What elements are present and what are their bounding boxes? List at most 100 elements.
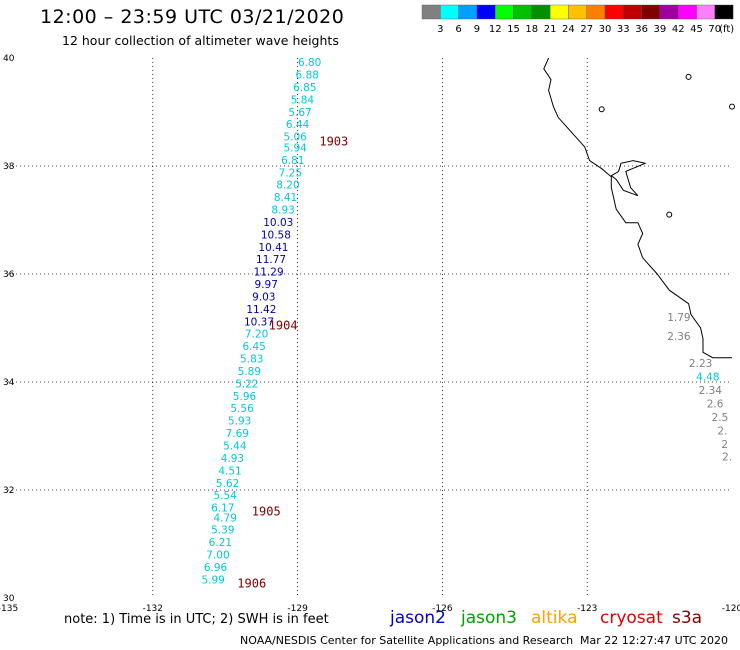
lat-tick-label: 34: [3, 378, 15, 388]
swh-value: 5.67: [288, 107, 311, 119]
swh-value: 9.97: [255, 279, 278, 291]
legend-swatch: [513, 4, 532, 20]
legend-label: 21: [544, 24, 557, 35]
swh-value: 6.85: [293, 82, 316, 94]
swh-value: 6.81: [281, 155, 304, 167]
time-label: 1906: [237, 576, 266, 590]
legend-label: 15: [507, 24, 520, 35]
swh-value: 5.62: [216, 478, 239, 490]
swh-value: 5.22: [235, 378, 258, 390]
legend-swatch: [678, 4, 697, 20]
legend-label: 30: [599, 24, 612, 35]
legend-label: 18: [525, 24, 538, 35]
swh-value: 7.69: [226, 428, 249, 440]
legend-label: 24: [562, 24, 575, 35]
legend-label: 70: [708, 24, 721, 35]
legend-label: 42: [672, 24, 685, 35]
lon-tick-label: -135: [0, 604, 18, 614]
swh-value: 5.83: [240, 354, 263, 366]
swh-value: 10.41: [258, 242, 288, 254]
legend-swatch: [549, 4, 569, 20]
legend-swatch: [421, 4, 441, 20]
satellite-label: jason2: [390, 608, 446, 628]
swh-value: 5.96: [233, 391, 257, 403]
legend-label: 39: [654, 24, 667, 35]
coastal-swh-value: 4.48: [696, 372, 719, 384]
swh-value: 5.06: [283, 132, 307, 144]
legend-unit: (ft): [719, 24, 734, 35]
lon-tick-label: -132: [143, 604, 163, 614]
swh-value: 6.17: [211, 503, 234, 515]
swh-value: 11.29: [254, 267, 284, 279]
legend-label: 9: [474, 24, 480, 35]
swh-value: 6.96: [204, 562, 228, 574]
coastline: [543, 57, 735, 359]
swh-value: 8.20: [276, 180, 299, 192]
swh-value: 6.21: [209, 537, 232, 549]
coastal-swh-value: 2.23: [689, 358, 712, 370]
lat-tick-label: 32: [3, 486, 14, 496]
coastline-path: [543, 57, 732, 359]
lake-mark: [598, 106, 605, 113]
swh-value: 5.84: [291, 94, 315, 106]
time-label: 1904: [269, 318, 298, 332]
legend-label: 45: [690, 24, 703, 35]
satellite-label: jason3: [461, 608, 517, 628]
legend-swatch: [714, 4, 734, 20]
swh-value: 5.89: [238, 366, 261, 378]
swh-value: 5.54: [214, 490, 238, 502]
legend-label: 33: [617, 24, 630, 35]
swh-value: 10.03: [263, 217, 293, 229]
swh-value: 5.39: [211, 525, 234, 537]
lon-tick-label: -129: [287, 604, 308, 614]
swh-value: 11.77: [256, 254, 286, 266]
swh-value: 6.44: [286, 119, 310, 131]
coastal-swh-value: 2.34: [699, 385, 723, 397]
legend-label: 36: [635, 24, 648, 35]
time-label: 1905: [252, 505, 281, 519]
coastal-swh-value: 2.36: [667, 331, 691, 343]
legend-label: 12: [489, 24, 502, 35]
legend-swatch: [604, 4, 624, 20]
map-subtitle: 12 hour collection of altimeter wave hei…: [62, 33, 339, 48]
track-values: 6.806.886.855.845.676.445.065.946.817.25…: [201, 57, 321, 586]
lon-tick-label: -120: [722, 604, 740, 614]
swh-value: 7.25: [279, 167, 302, 179]
swh-value: 5.56: [230, 403, 254, 415]
swh-value: 5.99: [201, 574, 224, 586]
swh-value: 6.45: [242, 341, 265, 353]
lon-tick-label: -126: [432, 604, 453, 614]
swh-value: 5.94: [283, 142, 307, 154]
swh-value: 7.20: [245, 329, 268, 341]
time-labels: 1903 1904 1905 1906: [237, 135, 348, 591]
legend-swatch: [495, 4, 514, 20]
legend-label: 6: [455, 24, 461, 35]
legend-swatch: [476, 4, 496, 20]
color-legend: 3 6 9 12 15 18 21 24 27 30 33 36 39 42 45 70(ft): [421, 4, 734, 35]
credit-line: NOAA/NESDIS Center for Satellite Applica…: [240, 634, 574, 647]
footnote: note: 1) Time is in UTC; 2) SWH is in fe…: [64, 612, 329, 627]
swh-value: 10.58: [261, 229, 291, 241]
legend-swatch: [440, 4, 459, 20]
lake-mark: [685, 73, 692, 80]
legend-label: 27: [580, 24, 593, 35]
lat-tick-label: 30: [3, 594, 15, 604]
legend-swatch: [641, 4, 661, 20]
swh-value: 6.80: [298, 57, 321, 69]
coastal-swh-value: 2.6: [707, 399, 724, 411]
coastal-values: 1.79 2.36 2.23 4.482.34 2.62.5 2.22.: [667, 312, 732, 463]
lake-mark: [729, 103, 735, 110]
swh-value: 6.88: [296, 70, 319, 82]
lat-tick-label: 38: [3, 162, 15, 172]
legend-swatch: [659, 4, 679, 20]
lake-mark: [666, 211, 673, 218]
legend-swatch: [623, 4, 642, 20]
legend-swatch: [696, 4, 715, 20]
swh-value: 8.41: [274, 192, 297, 204]
legend-swatch: [458, 4, 478, 20]
satellite-label: s3a: [672, 608, 703, 628]
map-title: 12:00 – 23:59 UTC 03/21/2020: [40, 6, 345, 28]
satellite-label: cryosat: [600, 608, 663, 628]
swh-value: 10.37: [244, 316, 274, 328]
